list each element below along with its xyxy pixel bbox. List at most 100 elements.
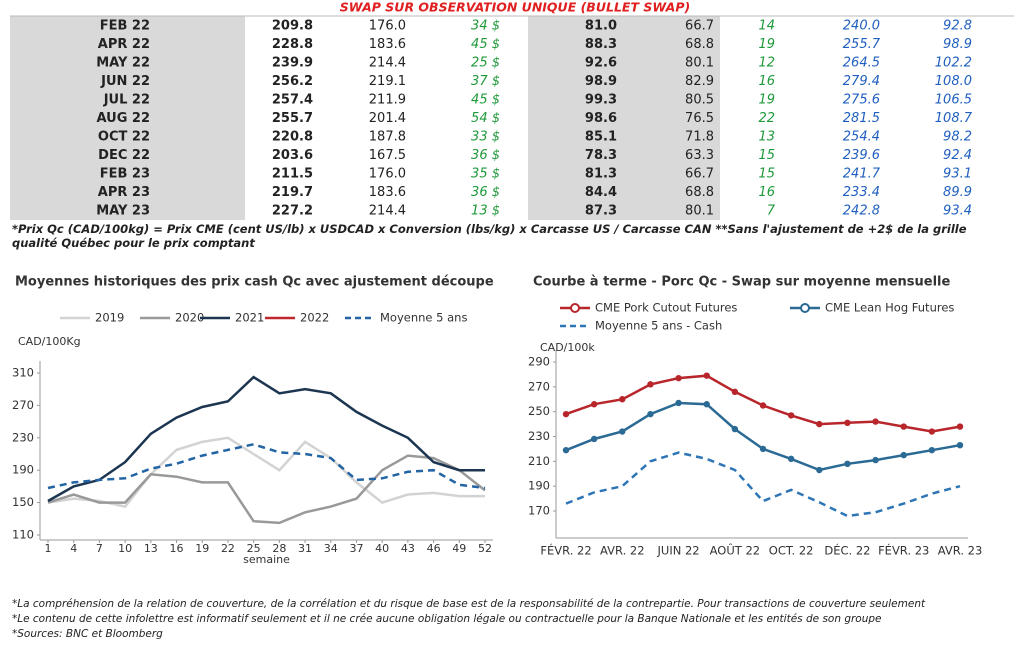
point bbox=[900, 451, 907, 459]
table-cell: 228.8 bbox=[272, 37, 313, 52]
y-tick-label: 310 bbox=[12, 366, 34, 380]
point bbox=[787, 412, 795, 419]
chart-title: Moyennes historiques des prix cash Qc av… bbox=[15, 275, 494, 290]
legend-marker bbox=[570, 303, 580, 313]
table-cell: 25 $ bbox=[471, 56, 500, 71]
table-cell: 34 $ bbox=[471, 19, 500, 34]
x-tick-label: 52 bbox=[478, 542, 492, 555]
table-cell: 85.1 bbox=[585, 130, 617, 145]
table-cell: 254.4 bbox=[843, 130, 880, 145]
x-tick-label: 37 bbox=[349, 542, 363, 555]
table-cell: 239.6 bbox=[843, 148, 880, 163]
y-tick-label: 150 bbox=[12, 495, 34, 509]
point bbox=[956, 423, 964, 430]
table-cell: 7 bbox=[767, 204, 776, 219]
x-tick-label: JUIN 22 bbox=[657, 544, 700, 558]
table-cell: 33 $ bbox=[471, 130, 500, 145]
table-cell: 108.0 bbox=[935, 74, 972, 89]
table-cell: 93.4 bbox=[943, 204, 972, 219]
table-cell: 45 $ bbox=[471, 93, 500, 108]
table-cell: 45 $ bbox=[471, 37, 500, 52]
table-cell: 99.3 bbox=[585, 93, 617, 108]
legend-label: 2021 bbox=[235, 311, 264, 325]
table-cell: 76.5 bbox=[685, 111, 714, 126]
table-cell: 35 $ bbox=[471, 167, 500, 182]
x-tick-label: DÉC. 22 bbox=[824, 543, 870, 558]
table-cell: OCT 22 bbox=[98, 130, 150, 145]
point bbox=[872, 418, 879, 425]
table-cell: 98.6 bbox=[585, 111, 617, 126]
table-cell: 16 bbox=[758, 185, 775, 200]
table-cell: 242.8 bbox=[843, 204, 880, 219]
y-tick-label: 270 bbox=[528, 379, 550, 393]
point bbox=[787, 455, 795, 463]
x-tick-label: AVR. 23 bbox=[938, 544, 983, 558]
x-tick-label: AOÛT 22 bbox=[710, 543, 760, 558]
table-shade bbox=[528, 16, 720, 220]
point bbox=[956, 441, 964, 449]
y-tick-label: 210 bbox=[528, 454, 550, 468]
table-cell: 13 bbox=[758, 130, 775, 145]
table-cell: 87.3 bbox=[585, 204, 617, 219]
y-axis-label: CAD/100k bbox=[540, 341, 595, 354]
point bbox=[731, 388, 739, 395]
x-tick-label: OCT. 22 bbox=[769, 544, 814, 558]
table-cell: 201.4 bbox=[369, 111, 406, 126]
point bbox=[590, 435, 598, 443]
table-cell: 14 bbox=[758, 19, 775, 34]
page-title: SWAP SUR OBSERVATION UNIQUE (BULLET SWAP… bbox=[340, 0, 690, 15]
table-cell: 214.4 bbox=[369, 56, 406, 71]
x-tick-label: 40 bbox=[375, 542, 389, 555]
x-tick-label: 13 bbox=[144, 542, 158, 555]
y-tick-label: 270 bbox=[12, 398, 34, 412]
x-tick-label: 10 bbox=[118, 542, 132, 555]
point bbox=[562, 410, 570, 418]
y-tick-label: 190 bbox=[12, 463, 34, 477]
x-tick-label: 19 bbox=[195, 542, 209, 555]
point bbox=[619, 428, 626, 435]
x-tick-label: FÉVR. 23 bbox=[878, 543, 929, 558]
point bbox=[703, 401, 710, 408]
legend-marker bbox=[800, 303, 810, 313]
table-cell: 220.8 bbox=[272, 130, 313, 145]
x-tick-label: AVR. 22 bbox=[600, 544, 645, 558]
legend-label: 2019 bbox=[95, 311, 124, 325]
table-cell: 183.6 bbox=[369, 37, 406, 52]
x-tick-label: 34 bbox=[324, 542, 338, 555]
table-cell: 93.1 bbox=[943, 167, 972, 182]
y-tick-label: 230 bbox=[528, 429, 550, 443]
table-cell: 257.4 bbox=[272, 93, 313, 108]
table-cell: 71.8 bbox=[685, 130, 714, 145]
table-cell: 92.6 bbox=[585, 56, 617, 71]
table-cell: 214.4 bbox=[369, 204, 406, 219]
table-cell: 88.3 bbox=[585, 37, 617, 52]
table-cell: 176.0 bbox=[369, 167, 406, 182]
table-cell: 22 bbox=[758, 111, 775, 126]
point bbox=[647, 410, 654, 418]
point bbox=[844, 419, 851, 427]
table-cell: 66.7 bbox=[685, 167, 714, 182]
point bbox=[647, 381, 654, 388]
point bbox=[816, 420, 823, 428]
table-cell: 209.8 bbox=[272, 19, 313, 34]
table-cell: 211.5 bbox=[272, 167, 313, 182]
point bbox=[562, 446, 570, 454]
table-cell: 167.5 bbox=[369, 148, 406, 163]
legend-label: 2020 bbox=[175, 311, 204, 325]
point bbox=[675, 374, 682, 382]
y-tick-label: 110 bbox=[12, 528, 34, 542]
table-cell: 84.4 bbox=[585, 185, 617, 200]
table-cell: 19 bbox=[758, 37, 775, 52]
x-tick-label: 46 bbox=[427, 542, 441, 555]
x-tick-label: 31 bbox=[298, 542, 312, 555]
table-cell: 279.4 bbox=[843, 74, 880, 89]
table-cell: 68.8 bbox=[685, 185, 714, 200]
point bbox=[675, 399, 682, 407]
table-cell: 255.7 bbox=[272, 111, 313, 126]
table-cell: DEC 22 bbox=[98, 148, 150, 163]
legend-label: CME Lean Hog Futures bbox=[825, 301, 954, 315]
point bbox=[900, 423, 907, 430]
table-cell: 98.9 bbox=[585, 74, 617, 89]
table-cell: 264.5 bbox=[843, 56, 880, 71]
